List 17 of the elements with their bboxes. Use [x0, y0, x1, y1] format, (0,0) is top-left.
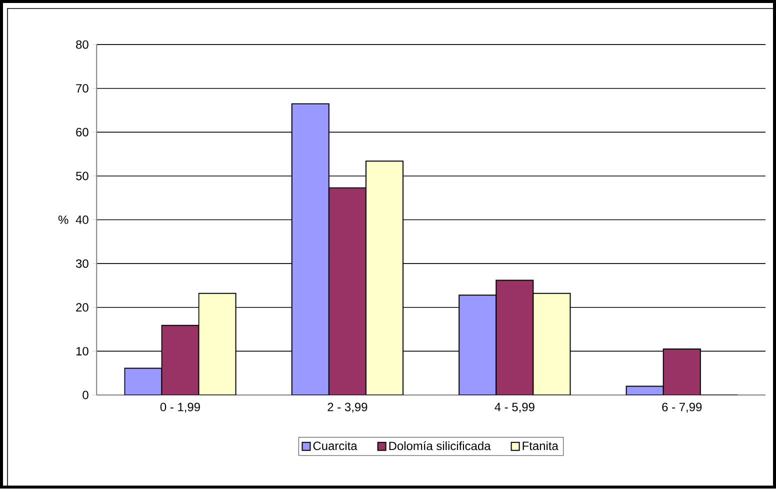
- y-tick-label: 20: [76, 303, 88, 312]
- y-tick-label: 80: [76, 40, 88, 49]
- legend-label: Cuarcita: [313, 442, 358, 450]
- x-tick-label: 6 - 7,99: [662, 402, 702, 413]
- x-tick-label: 0 - 1,99: [160, 402, 200, 413]
- y-tick-label: 40: [76, 216, 88, 224]
- y-tick-label: 10: [76, 347, 88, 356]
- x-tick-label: 2 - 3,99: [328, 402, 368, 413]
- y-tick-label: 30: [76, 260, 88, 268]
- y-tick-label: 70: [76, 84, 88, 93]
- y-tick-label: 0: [82, 390, 88, 400]
- y-tick-label: 60: [76, 128, 88, 137]
- legend-label: Ftanita: [522, 442, 558, 450]
- x-tick-label: 4 - 5,99: [494, 402, 534, 413]
- legend-label: Dolomía silicificada: [389, 441, 491, 450]
- y-tick-label: 50: [76, 172, 88, 180]
- y-axis-title: %: [58, 216, 68, 224]
